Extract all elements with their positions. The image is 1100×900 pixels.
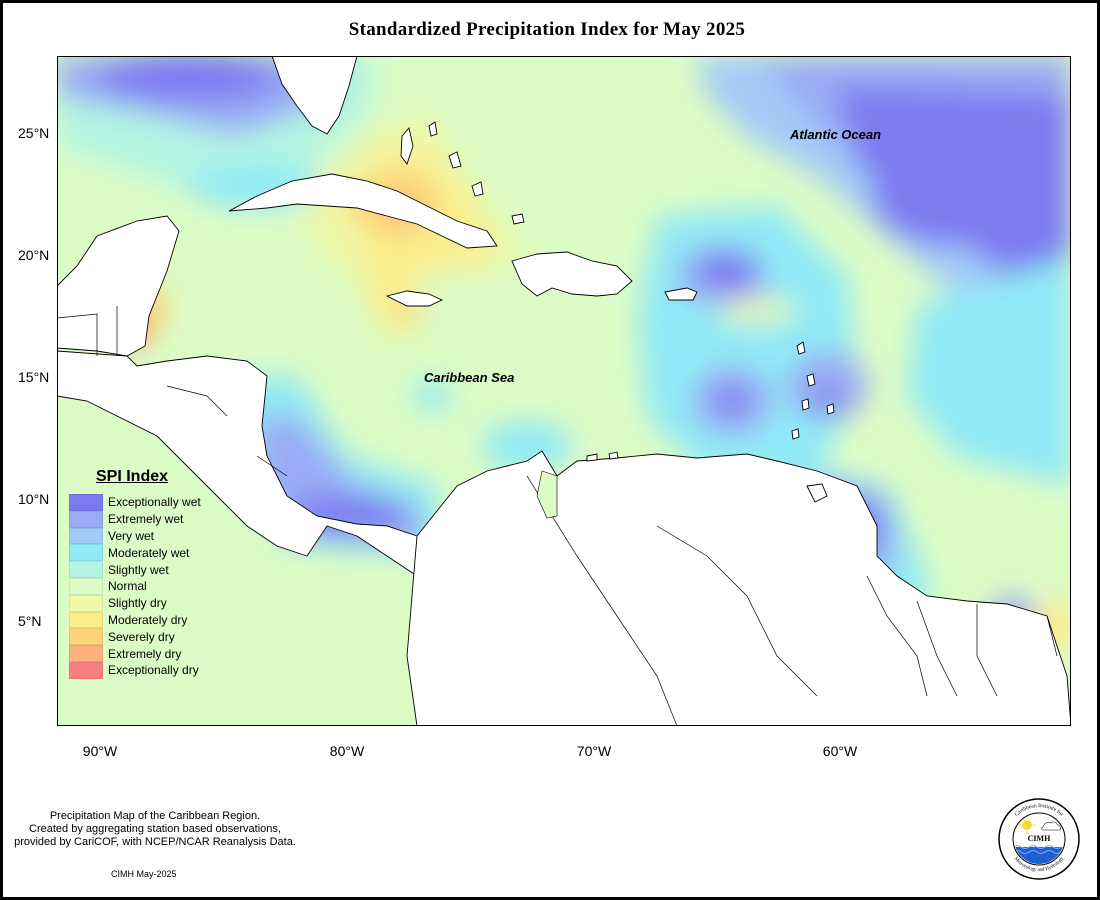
cloud-icon: [1041, 821, 1062, 831]
legend-label: Slightly dry: [108, 596, 167, 611]
legend-item: Exceptionally dry: [69, 661, 201, 679]
legend-item: Slightly wet: [69, 561, 201, 578]
yucatan: [57, 215, 180, 357]
lat-label-5n: 5°N: [18, 613, 42, 629]
legend-label: Normal: [108, 579, 147, 594]
land-masses: [57, 56, 1071, 726]
legend-label: Moderately wet: [108, 545, 190, 560]
legend-label: Moderately dry: [108, 612, 188, 627]
lon-label-70w: 70°W: [576, 743, 612, 759]
legend-label: Exceptionally wet: [108, 495, 201, 510]
lon-label-80w: 80°W: [329, 743, 365, 759]
legend-label: Slightly wet: [108, 562, 169, 577]
legend-title: SPI Index: [96, 468, 169, 485]
jamaica: [385, 290, 444, 307]
legend-item: Severely dry: [69, 628, 201, 646]
legend-label: Severely dry: [108, 629, 175, 644]
legend-swatch: [69, 628, 103, 646]
cimh-logo: Caribbean Institute for Meteorology and …: [998, 798, 1080, 880]
south-america: [406, 450, 1071, 726]
legend-swatch: [69, 577, 103, 595]
puerto-rico: [664, 287, 698, 301]
legend-swatch: [69, 494, 103, 511]
lat-label-15n: 15°N: [18, 369, 50, 385]
spi-legend: Exceptionally wet Extremely wet Very wet Mo…: [69, 494, 201, 679]
legend-label: Very wet: [108, 528, 155, 543]
legend-item: Slightly dry: [69, 594, 201, 612]
country-borders: [57, 306, 1058, 726]
lat-label-20n: 20°N: [18, 247, 50, 263]
credits-line-3: provided by CariCOF, with NCEP/NCAR Rean…: [14, 836, 296, 848]
lake-maracaibo-region: [536, 470, 558, 519]
legend-label: Exceptionally dry: [108, 663, 199, 678]
hispaniola: [511, 251, 633, 297]
legend-item: Very wet: [69, 527, 201, 545]
florida: [271, 56, 358, 135]
credits-line-1: Precipitation Map of the Caribbean Regio…: [49, 810, 261, 822]
map-border: [57, 56, 1071, 726]
sun-icon: [1022, 820, 1032, 830]
trinidad: [806, 483, 828, 503]
atlantic-ocean-label: Atlantic Ocean: [790, 127, 882, 142]
map-date: CIMH May-2025: [111, 869, 177, 879]
legend-swatch: [69, 527, 103, 545]
legend-swatch: [69, 611, 103, 629]
legend-item: Exceptionally wet: [69, 494, 201, 511]
legend-item: Moderately wet: [69, 544, 201, 562]
logo-text: CIMH: [1028, 834, 1051, 843]
caribbean-sea-label: Caribbean Sea: [424, 370, 515, 385]
legend-swatch: [69, 594, 103, 612]
legend-item: Moderately dry: [69, 611, 201, 629]
spi-map: [57, 56, 1071, 726]
legend-item: Extremely dry: [69, 645, 201, 662]
legend-swatch: [69, 544, 103, 562]
lat-label-10n: 10°N: [18, 491, 50, 507]
legend-swatch: [69, 510, 103, 528]
credits-text: Precipitation Map of the Caribbean Regio…: [0, 810, 310, 849]
lon-label-90w: 90°W: [82, 743, 118, 759]
legend-swatch: [69, 561, 103, 578]
credits-line-2: Created by aggregating station based obs…: [29, 823, 281, 835]
andros: [400, 127, 414, 165]
cuba: [228, 173, 498, 249]
legend-item: Extremely wet: [69, 510, 201, 528]
legend-item: Normal: [69, 577, 201, 595]
legend-label: Extremely wet: [108, 512, 184, 527]
legend-swatch: [69, 645, 103, 662]
lon-label-60w: 60°W: [822, 743, 858, 759]
legend-swatch: [69, 661, 103, 679]
legend-label: Extremely dry: [108, 646, 182, 661]
lat-label-25n: 25°N: [18, 125, 50, 141]
map-title: Standardized Precipitation Index for May…: [348, 19, 746, 40]
